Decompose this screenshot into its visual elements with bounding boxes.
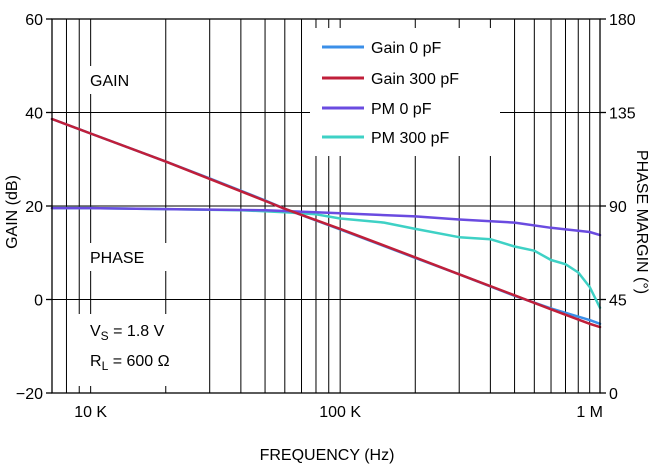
- y-axis-title-left: GAIN (dB): [4, 175, 21, 249]
- legend-label-pm-0pf: PM 0 pF: [371, 101, 432, 118]
- y-tick-label-right: 90: [609, 199, 627, 216]
- vs-annotation: VS = 1.8 V: [90, 323, 165, 343]
- legend-label-gain-0pf: Gain 0 pF: [371, 40, 441, 57]
- annotations: GAIN PHASE VS = 1.8 V RL = 600 Ω: [78, 66, 208, 386]
- x-tick-label: 1 M: [576, 404, 603, 421]
- y-tick-label-left: 60: [25, 12, 43, 29]
- y-tick-label-right: 180: [609, 12, 636, 29]
- y-tick-label-left: 40: [25, 106, 43, 123]
- y-tick-label-left: −20: [16, 386, 43, 403]
- gain-annotation: GAIN: [90, 73, 129, 90]
- series-line-pm-0-pf: [50, 206, 602, 237]
- y-axis-title-right: PHASE MARGIN (°): [633, 150, 650, 294]
- x-axis-title: FREQUENCY (Hz): [260, 447, 395, 464]
- series-line-gain-300-pf: [50, 117, 602, 329]
- x-tick-label: 10 K: [74, 404, 107, 421]
- legend-label-gain-300pf: Gain 300 pF: [371, 71, 459, 88]
- y-tick-label-right: 135: [609, 106, 636, 123]
- series-group: [50, 117, 602, 329]
- y-tick-label-left: 0: [34, 293, 43, 310]
- rl-annotation: RL = 600 Ω: [90, 353, 170, 373]
- x-tick-label: 100 K: [319, 404, 361, 421]
- legend-label-pm-300pf: PM 300 pF: [371, 130, 449, 147]
- legend-background: [310, 28, 500, 156]
- y-tick-label-right: 45: [609, 293, 627, 310]
- tick-labels: −20 0 20 40 60 0 45 90 135 180 10 K 100 K 1 M: [16, 12, 636, 421]
- phase-annotation: PHASE: [90, 250, 144, 267]
- y-tick-label-left: 20: [25, 199, 43, 216]
- y-tick-label-right: 0: [609, 386, 618, 403]
- legend: Gain 0 pF Gain 300 pF PM 0 pF PM 300 pF: [310, 28, 500, 156]
